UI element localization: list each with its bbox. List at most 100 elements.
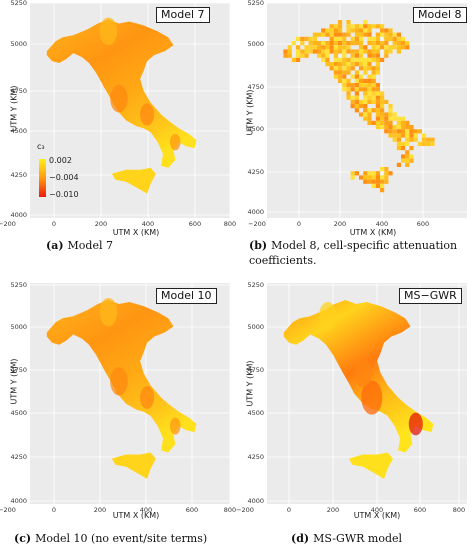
grid-cell bbox=[300, 53, 305, 58]
grid-cell bbox=[371, 66, 376, 71]
grid-cell bbox=[388, 129, 393, 134]
grid-cell bbox=[338, 70, 343, 75]
y-tick-label: 4000 bbox=[10, 211, 27, 219]
caption: (d) MS-GWR model bbox=[291, 531, 471, 546]
grid-cell bbox=[325, 32, 330, 37]
grid-cell bbox=[384, 175, 389, 180]
grid-cell bbox=[304, 49, 309, 54]
grid-cell bbox=[371, 91, 376, 96]
grid-cell bbox=[380, 32, 385, 37]
grid-cell bbox=[346, 41, 351, 46]
grid-cell bbox=[350, 83, 355, 88]
plot-area bbox=[244, 283, 467, 504]
grid-cell bbox=[321, 32, 326, 37]
grid-cell bbox=[363, 62, 368, 67]
grid-cell bbox=[388, 36, 393, 41]
grid-cell bbox=[363, 83, 368, 88]
grid-cell bbox=[333, 66, 338, 71]
grid-cell bbox=[350, 66, 355, 71]
y-tick-label: 4000 bbox=[10, 497, 27, 505]
grid-cell bbox=[359, 99, 364, 104]
grid-cell bbox=[359, 57, 364, 62]
legend-tick: 0.002 bbox=[49, 156, 72, 165]
grid-cell bbox=[346, 45, 351, 50]
grid-cell bbox=[367, 112, 372, 117]
y-tick-label: 5000 bbox=[247, 323, 264, 331]
grid-cell bbox=[430, 137, 435, 142]
panel-model-10: UTM Y (KM) UTM X (KM) Model 10 (c) Model … bbox=[0, 273, 237, 545]
grid-cell bbox=[375, 45, 380, 50]
grid-cell bbox=[333, 62, 338, 67]
grid-cell bbox=[409, 146, 414, 151]
grid-cell bbox=[371, 41, 376, 46]
grid-cell bbox=[384, 129, 389, 134]
grid-cell bbox=[308, 49, 313, 54]
sicily bbox=[348, 452, 393, 479]
grid-cell bbox=[396, 45, 401, 50]
grid-cell bbox=[380, 41, 385, 46]
grid-cell bbox=[329, 28, 334, 33]
grid-cell bbox=[342, 32, 347, 37]
grid-cell bbox=[346, 49, 351, 54]
grid-cell bbox=[312, 41, 317, 46]
grid-cell bbox=[384, 32, 389, 37]
grid-cell bbox=[350, 171, 355, 176]
grid-cell bbox=[405, 41, 410, 46]
grid-cell bbox=[321, 41, 326, 46]
x-tick-label: 200 bbox=[94, 220, 108, 228]
grid-cell bbox=[384, 28, 389, 33]
grid-cell bbox=[317, 32, 322, 37]
grid-cell bbox=[354, 49, 359, 54]
grid-cell bbox=[375, 62, 380, 67]
grid-cell bbox=[417, 129, 422, 134]
grid-cell bbox=[401, 36, 406, 41]
grid-cell bbox=[367, 83, 372, 88]
grid-cell bbox=[363, 49, 368, 54]
grid-cell bbox=[375, 108, 380, 113]
grid-cell bbox=[375, 175, 380, 180]
grid-cell bbox=[375, 32, 380, 37]
grid-cell bbox=[426, 137, 431, 142]
grid-cell bbox=[367, 62, 372, 67]
grid-cell bbox=[405, 141, 410, 146]
grid-cell bbox=[354, 57, 359, 62]
grid-cell bbox=[392, 137, 397, 142]
grid-cell bbox=[354, 28, 359, 33]
grid-cell bbox=[405, 129, 410, 134]
grid-cell bbox=[375, 171, 380, 176]
caption-label: (b) bbox=[249, 239, 268, 252]
y-tick-label: 4250 bbox=[247, 453, 264, 461]
grid-cell bbox=[380, 104, 385, 109]
grid-cell bbox=[359, 175, 364, 180]
grid-cell bbox=[363, 91, 368, 96]
grid-cell bbox=[333, 70, 338, 75]
grid-cell bbox=[396, 133, 401, 138]
grid-cell bbox=[367, 120, 372, 125]
grid-cell bbox=[392, 133, 397, 138]
grid-cell bbox=[363, 20, 368, 25]
grid-cell bbox=[329, 66, 334, 71]
grid-cell bbox=[350, 175, 355, 180]
grid-cell bbox=[388, 108, 393, 113]
grid-cell bbox=[338, 32, 343, 37]
grid-cell bbox=[346, 83, 351, 88]
grid-cell bbox=[375, 125, 380, 130]
grid-cell bbox=[422, 141, 427, 146]
legend-tick: −0.010 bbox=[49, 190, 79, 199]
grid-cell bbox=[367, 53, 372, 58]
x-tick-label: 800 bbox=[223, 506, 237, 514]
grid-cell bbox=[359, 112, 364, 117]
grid-cell bbox=[325, 41, 330, 46]
grid-cell bbox=[354, 95, 359, 100]
caption-label: (a) bbox=[46, 239, 64, 252]
caption: (a) Model 7 bbox=[46, 238, 231, 253]
grid-cell bbox=[371, 99, 376, 104]
grid-cell bbox=[300, 36, 305, 41]
grid-cell bbox=[308, 36, 313, 41]
grid-cell bbox=[375, 24, 380, 29]
y-tick-label: 4750 bbox=[247, 83, 264, 91]
grid-cell bbox=[401, 141, 406, 146]
grid-cell bbox=[333, 41, 338, 46]
grid-cell bbox=[359, 24, 364, 29]
y-tick-label: 4500 bbox=[247, 125, 264, 133]
